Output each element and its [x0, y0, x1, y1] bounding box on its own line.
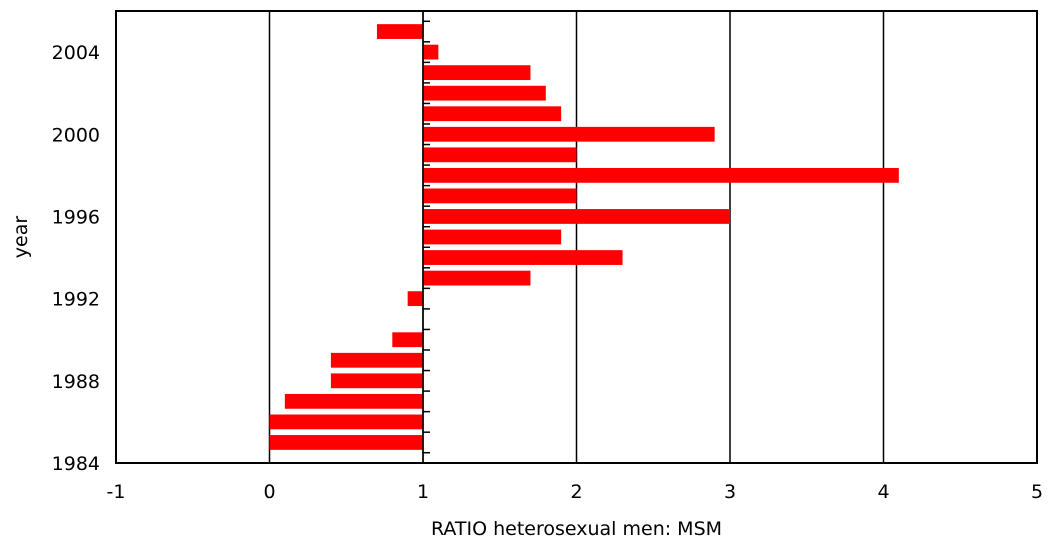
x-tick-label: 0	[263, 481, 275, 503]
x-tick-label: -1	[107, 481, 126, 503]
bar-1985	[269, 435, 423, 450]
bar-1994	[423, 250, 623, 265]
bar-1993	[423, 270, 531, 286]
y-tick-label: 2004	[52, 42, 100, 64]
y-axis-tick-labels: 1984 1988 1992 1996 2000 2004	[52, 42, 100, 475]
x-tick-label: 4	[877, 481, 889, 503]
bar-2003	[423, 65, 531, 81]
bar-1999	[423, 147, 577, 163]
bar-1996	[423, 209, 730, 224]
bar-1992	[407, 291, 423, 307]
bar-1995	[423, 229, 562, 245]
bar-1987	[284, 393, 423, 409]
y-tick-label: 1992	[52, 289, 100, 311]
bars	[269, 24, 899, 450]
bar-1997	[423, 188, 577, 204]
x-tick-label: 2	[570, 481, 582, 503]
bar-2005	[376, 24, 423, 39]
y-tick-label: 2000	[52, 124, 100, 146]
y-tick-label: 1984	[52, 453, 100, 475]
bar-2001	[423, 106, 562, 122]
bar-2004	[423, 44, 439, 60]
bar-1988	[330, 373, 423, 389]
bar-1986	[269, 414, 423, 430]
plot-frame	[115, 10, 1038, 464]
bar-2000	[423, 126, 715, 142]
bar-1998	[423, 167, 899, 183]
bar-1990	[392, 332, 423, 348]
y-tick-label: 1996	[52, 206, 100, 228]
x-axis-title: RATIO heterosexual men: MSM	[431, 518, 722, 540]
bar-2002	[423, 85, 546, 101]
x-axis-tick-labels: -1 0 1 2 3 4 5	[107, 481, 1044, 503]
baseline-tick-marks	[422, 11, 430, 463]
y-axis-title: year	[10, 216, 32, 259]
y-tick-label: 1988	[52, 371, 100, 393]
x-tick-label: 3	[724, 481, 736, 503]
x-tick-label: 5	[1031, 481, 1043, 503]
x-tick-label: 1	[417, 481, 429, 503]
bar-1989	[330, 352, 423, 368]
